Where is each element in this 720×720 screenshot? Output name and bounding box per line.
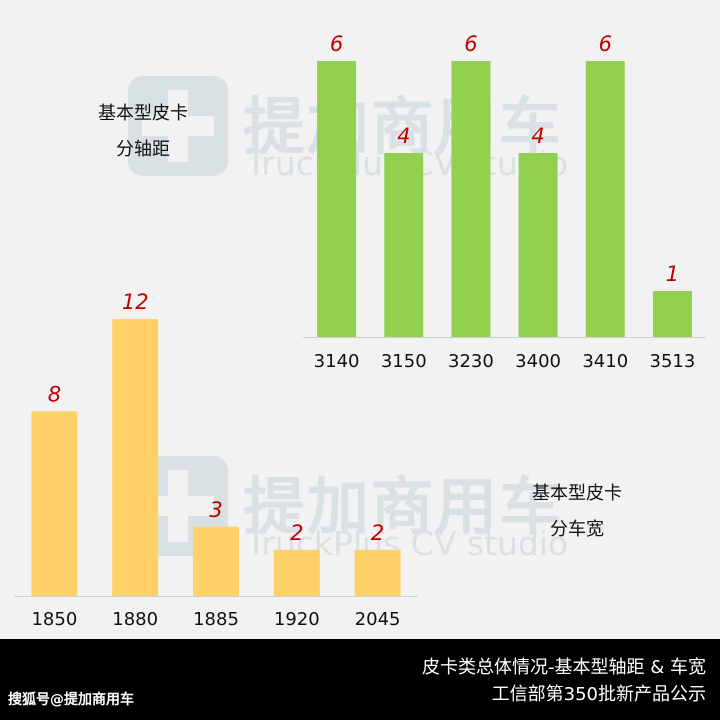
width-bar [273,549,320,596]
axle-bar [451,61,491,337]
width-tick-label: 2045 [355,609,401,630]
chart2-title-line1: 基本型皮卡 [532,483,622,504]
width-data-label: 2 [371,521,384,545]
axle-bar [585,61,625,337]
axle-data-label: 1 [666,262,679,286]
width-data-label: 3 [209,498,222,522]
axle-data-label: 4 [397,124,410,148]
chart1-title-line1: 基本型皮卡 [98,103,188,124]
footer-subtitle: 工信部第350批新产品公示 [491,684,706,705]
chart1-title: 基本型皮卡 分轴距 [78,96,208,168]
axle-tick-label: 3513 [650,351,696,372]
width-bar [112,319,159,596]
chart1-title-line2: 分轴距 [116,139,170,160]
axle-bar [317,61,357,337]
width-bar [354,549,401,596]
axle-data-label: 6 [599,32,612,56]
width-tick-label: 1920 [274,609,320,630]
axle-bar [518,153,558,337]
footer-source: 搜狐号@提加商用车 [8,692,134,708]
axle-data-label: 6 [464,32,477,56]
axle-tick-label: 3230 [448,351,494,372]
footer-title: 皮卡类总体情况-基本型轴距 & 车宽 [422,657,706,678]
width-tick-label: 1850 [31,609,77,630]
axle-bar [652,291,692,337]
axle-tick-label: 3150 [381,351,427,372]
footer-bar: 皮卡类总体情况-基本型轴距 & 车宽 工信部第350批新产品公示 搜狐号@提加商… [0,639,720,720]
axle-data-label: 6 [330,32,343,56]
width-tick-label: 1880 [112,609,158,630]
charts-canvas: 6 3140 4 3150 6 3230 4 3400 6 3410 1 3513 8 1850 12 188… [14,32,706,630]
chart2-title: 基本型皮卡 分车宽 [512,476,642,548]
width-data-label: 8 [48,382,61,406]
axle-tick-label: 3410 [582,351,628,372]
axle-tick-label: 3400 [515,351,561,372]
chart2-title-line2: 分车宽 [550,519,604,540]
width-data-label: 2 [290,521,303,545]
axle-tick-label: 3140 [314,351,360,372]
width-bar [193,526,239,596]
axle-bar [384,153,424,337]
width-bar [31,411,78,596]
width-data-label: 12 [122,290,149,314]
width-tick-label: 1885 [193,609,239,630]
axle-data-label: 4 [531,124,544,148]
